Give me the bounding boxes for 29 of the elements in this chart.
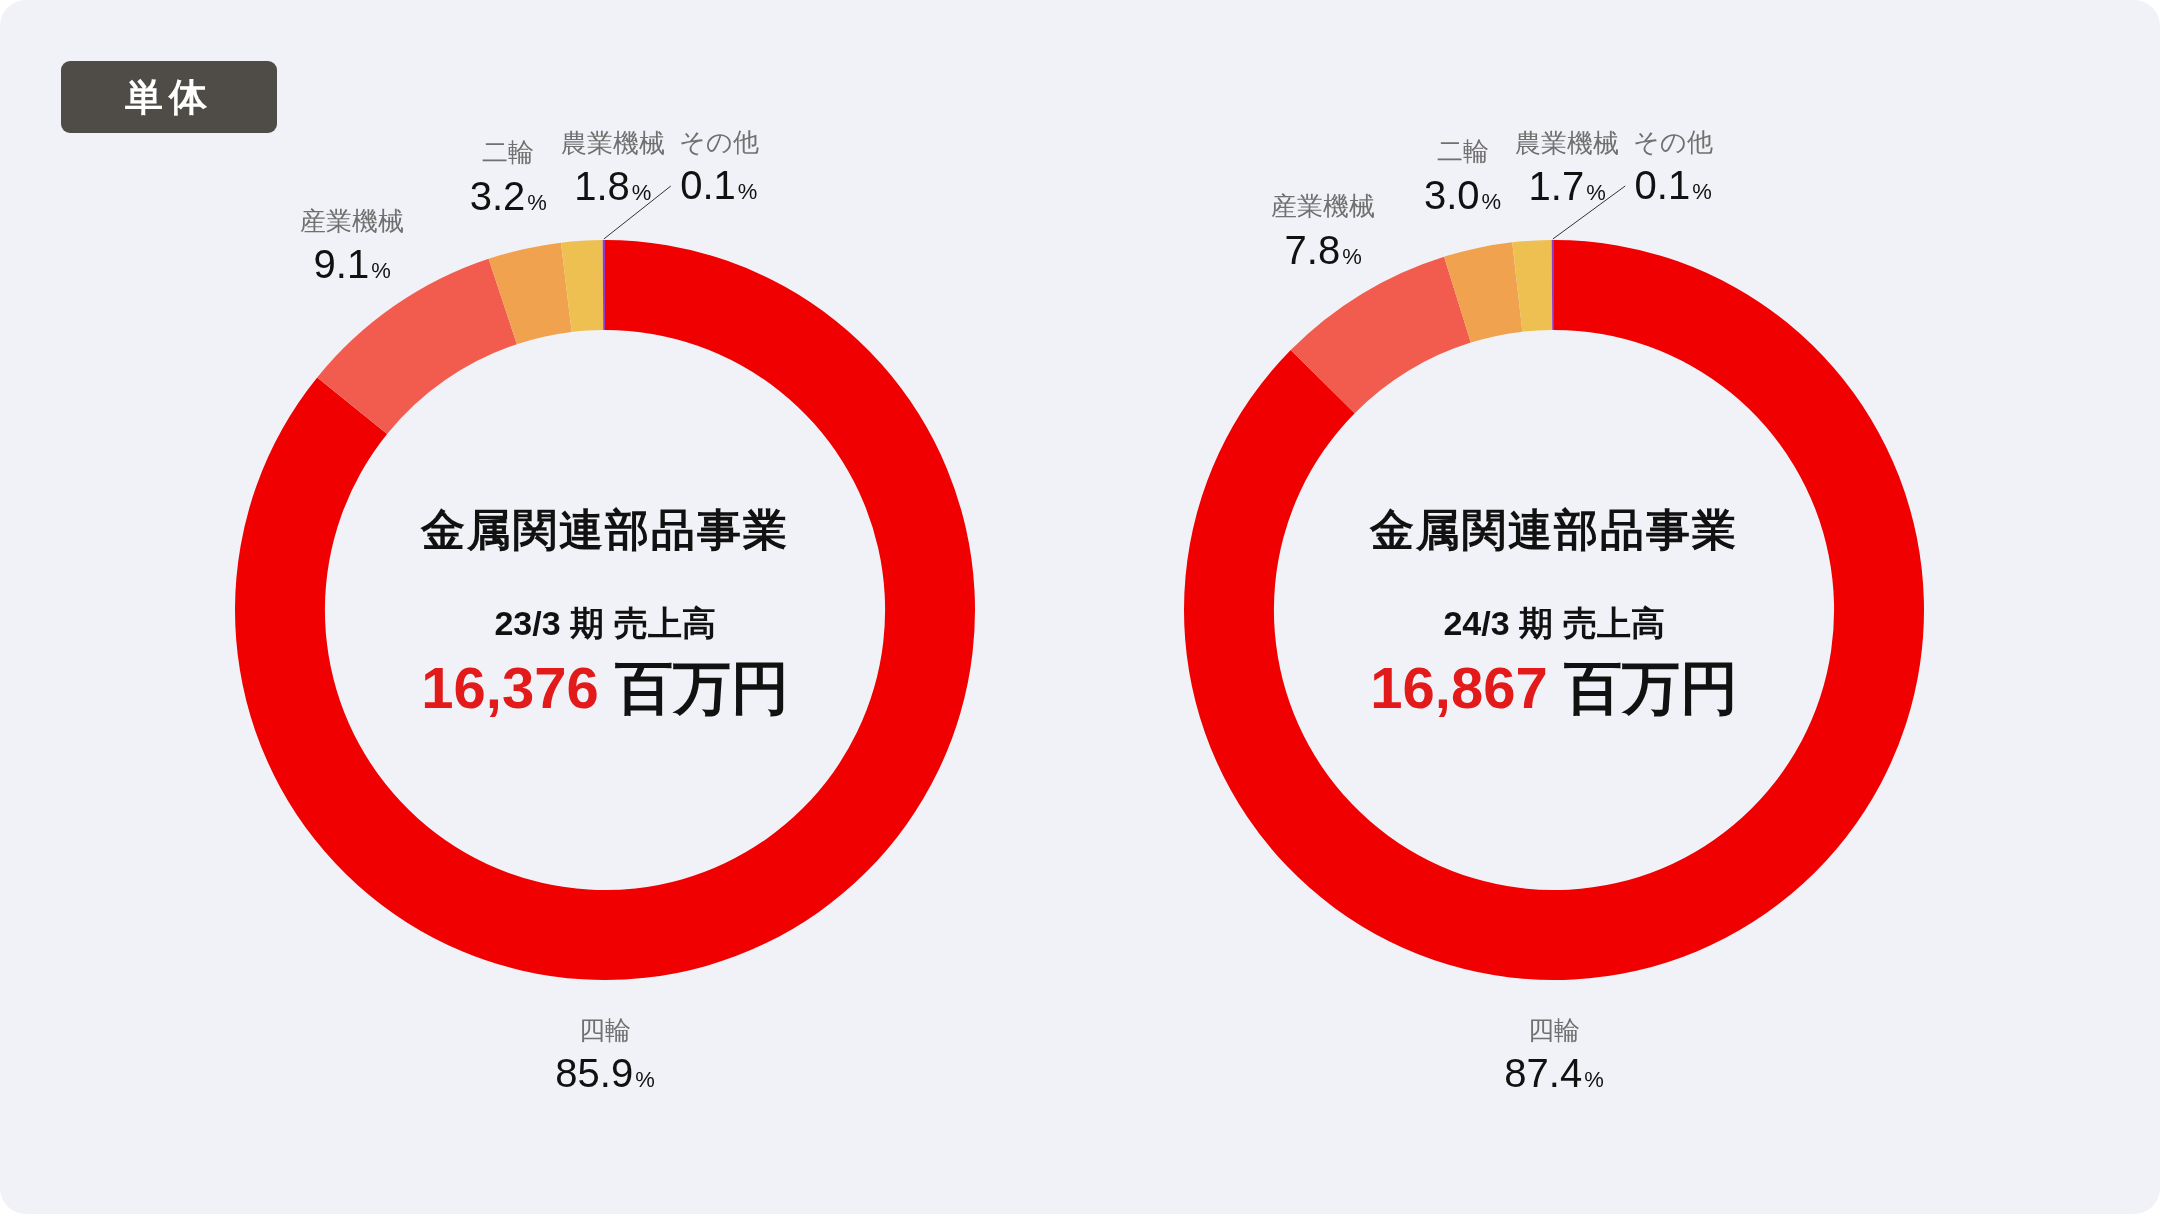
slice-label: その他 bbox=[1633, 126, 1714, 157]
slice-label: 農業機械 bbox=[560, 127, 665, 158]
slice-label: 農業機械 bbox=[1515, 127, 1620, 158]
data-label: 9.1% bbox=[313, 242, 391, 287]
text: 16,376 bbox=[421, 655, 599, 721]
text: 金属関連部品事業 bbox=[421, 504, 789, 556]
slice-label: その他 bbox=[678, 126, 759, 157]
text: 百万円 bbox=[1563, 655, 1738, 721]
data-label: 3.2% bbox=[469, 173, 547, 218]
data-label: 87.4% bbox=[1504, 1051, 1604, 1096]
slice-label: 二輪 bbox=[1436, 136, 1489, 167]
text: 24/3 期 売上高 bbox=[1443, 603, 1665, 643]
slice-label: 産業機械 bbox=[300, 205, 405, 236]
slice-label: 産業機械 bbox=[1271, 191, 1376, 222]
data-label: 3.0% bbox=[1424, 172, 1502, 217]
text: 16,867 bbox=[1370, 655, 1548, 721]
badge: 単体 bbox=[61, 61, 277, 133]
text: 23/3 期 売上高 bbox=[494, 603, 716, 643]
data-label: 1.7% bbox=[1528, 163, 1606, 208]
data-label: 0.1% bbox=[1634, 163, 1712, 208]
text: 百万円 bbox=[614, 655, 789, 721]
data-label: 85.9% bbox=[555, 1051, 655, 1096]
data-label: 1.8% bbox=[574, 163, 652, 208]
slice-label: 四輪 bbox=[579, 1014, 631, 1045]
data-label: 0.1% bbox=[680, 163, 758, 208]
slice-label: 四輪 bbox=[1528, 1014, 1580, 1045]
slice-label: 二輪 bbox=[482, 137, 535, 168]
data-label: 7.8% bbox=[1284, 227, 1362, 272]
text: 金属関連部品事業 bbox=[1370, 504, 1738, 556]
